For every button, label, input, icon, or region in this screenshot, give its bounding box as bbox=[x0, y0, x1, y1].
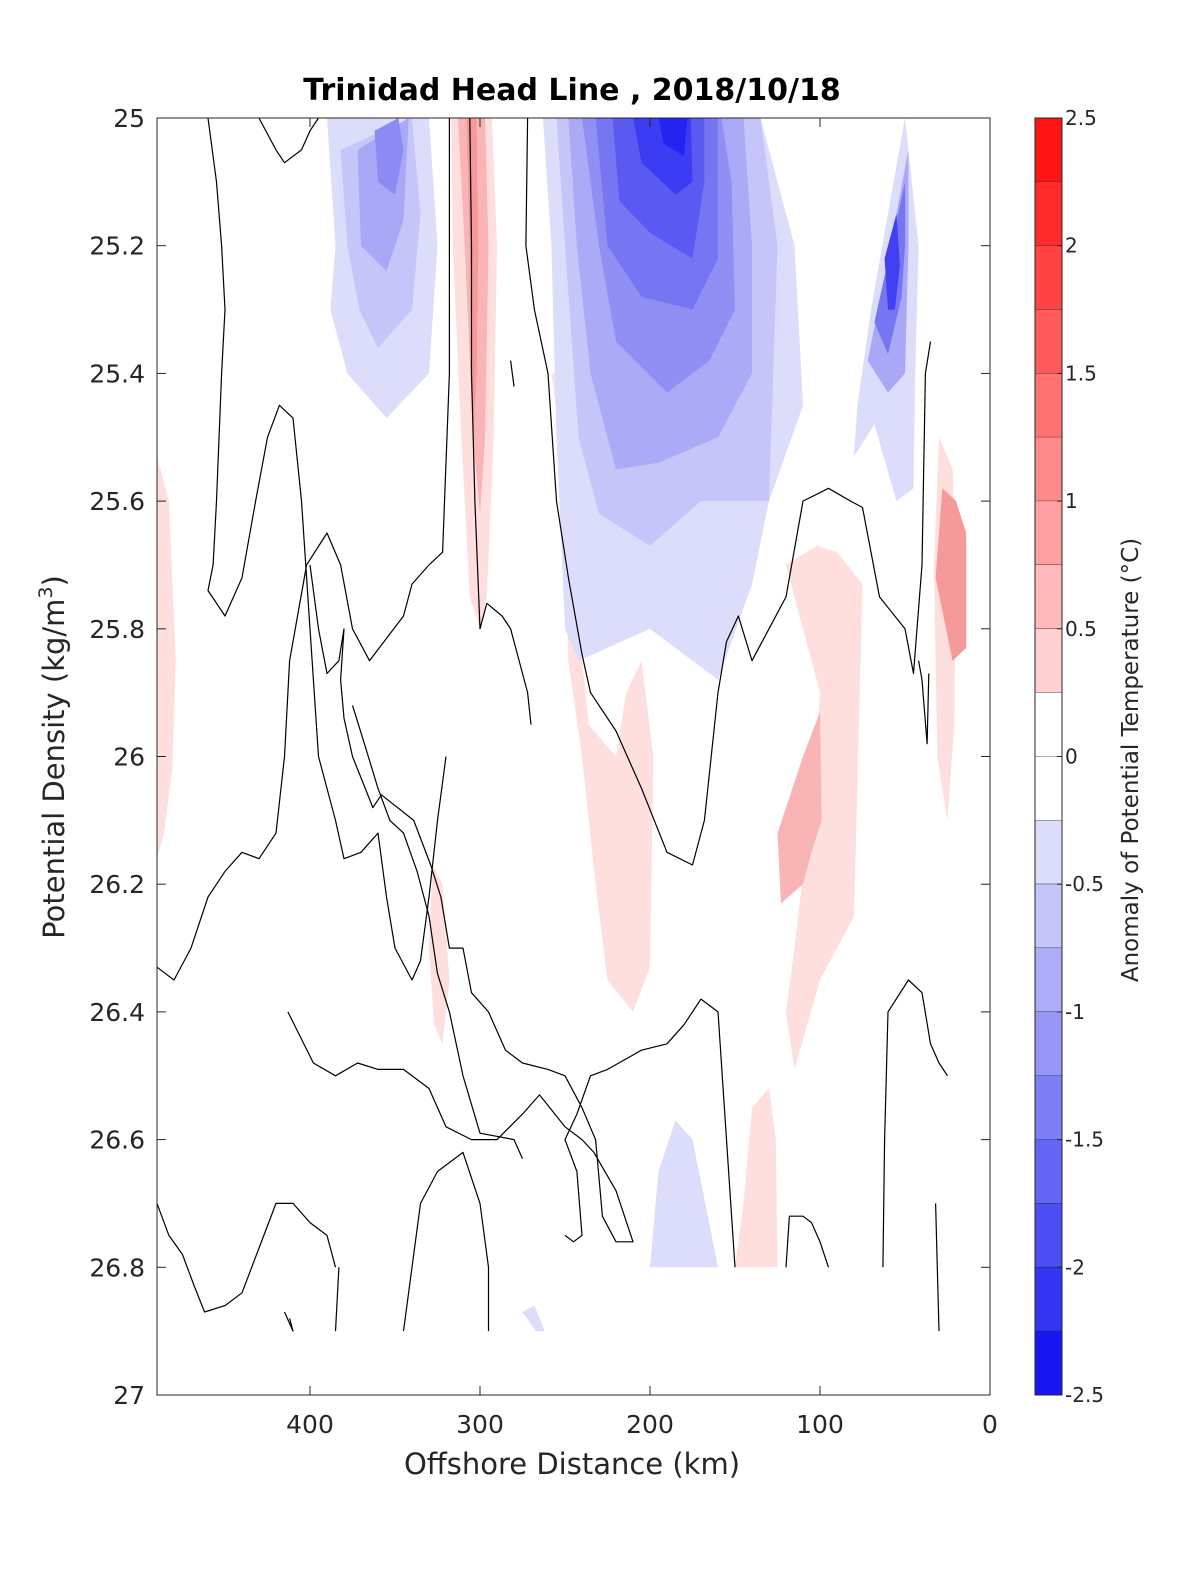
zero-contour-line-2 bbox=[156, 118, 450, 981]
colorbar-block bbox=[1035, 1203, 1062, 1268]
y-tick-label: 25.2 bbox=[89, 232, 145, 261]
x-tick-label: 0 bbox=[982, 1410, 998, 1439]
colorbar-label: Anomaly of Potential Temperature (°C) bbox=[1118, 538, 1144, 982]
colorbar-tick-label: -1 bbox=[1065, 1000, 1085, 1024]
zero-contour-line-13 bbox=[785, 1215, 830, 1268]
y-tick-label: 25.4 bbox=[89, 359, 145, 388]
colorbar-block bbox=[1035, 1011, 1062, 1076]
colorbar-block bbox=[1035, 692, 1062, 757]
y-axis-ticks: 25 25.2 25.4 25.6 25.8 26 26.2 26.4 26.6 26.8 27 bbox=[89, 104, 990, 1410]
colorbar-tick-label: 1 bbox=[1065, 489, 1078, 513]
anomaly-region-10 bbox=[935, 488, 967, 661]
colorbar-block bbox=[1035, 437, 1062, 502]
colorbar-blocks bbox=[1035, 118, 1062, 1396]
anomaly-region-4 bbox=[551, 373, 654, 1012]
x-tick-label: 400 bbox=[286, 1410, 334, 1439]
colorbar-block bbox=[1035, 820, 1062, 885]
y-tick-label: 25 bbox=[113, 104, 145, 133]
zero-contour-line-5 bbox=[525, 117, 932, 866]
x-axis-ticks: 400 300 200 100 0 bbox=[286, 118, 998, 1439]
colorbar-block bbox=[1035, 373, 1062, 438]
anomaly-region-14 bbox=[374, 118, 404, 195]
zero-contour-line-9 bbox=[283, 1311, 294, 1332]
colorbar-block bbox=[1035, 1075, 1062, 1140]
colorbar-block bbox=[1035, 948, 1062, 1012]
x-tick-label: 100 bbox=[796, 1410, 844, 1439]
zero-contour-lines bbox=[156, 117, 948, 1332]
colorbar-block bbox=[1035, 118, 1062, 182]
anomaly-region-8 bbox=[735, 1088, 778, 1268]
colorbar-tick-label: 2 bbox=[1065, 234, 1078, 258]
plot-area: 400 300 200 100 0 25 25.2 25.4 25.6 25.8 26 26.2 26… bbox=[89, 104, 998, 1439]
zero-contour-line-16 bbox=[918, 660, 930, 745]
anomaly-region-3 bbox=[466, 118, 479, 438]
y-axis-label-sup: 3 bbox=[35, 586, 57, 598]
colorbar-tick-label: -0.5 bbox=[1065, 872, 1104, 896]
colorbar-tick-label: -2.5 bbox=[1065, 1383, 1104, 1407]
y-tick-label: 26.8 bbox=[89, 1253, 145, 1282]
colorbar: 2.5 2 1.5 1 0.5 0 -0.5 -1 -1.5 -2 -2.5 Anomaly of … bbox=[1034, 106, 1144, 1407]
colorbar-tick-label: 0.5 bbox=[1065, 617, 1097, 641]
colorbar-block bbox=[1035, 1331, 1062, 1395]
y-tick-label: 26.6 bbox=[89, 1126, 145, 1155]
x-tick-label: 200 bbox=[626, 1410, 674, 1439]
y-tick-label: 27 bbox=[113, 1381, 145, 1410]
zero-contour-line-6 bbox=[287, 564, 634, 1243]
colorbar-tick-label: 2.5 bbox=[1065, 106, 1097, 130]
colorbar-tick-label: 0 bbox=[1065, 745, 1078, 769]
filled-contours bbox=[157, 118, 967, 1332]
colorbar-block bbox=[1035, 181, 1062, 246]
y-tick-label: 26.4 bbox=[89, 998, 145, 1027]
y-axis-label: Potential Density (kg/m3) bbox=[35, 575, 71, 939]
colorbar-tick-label: -1.5 bbox=[1065, 1128, 1104, 1152]
x-axis-label: Offshore Distance (km) bbox=[404, 1447, 740, 1481]
zero-contour-line-1 bbox=[258, 117, 319, 164]
colorbar-block bbox=[1035, 884, 1062, 949]
anomaly-region-26 bbox=[884, 213, 900, 310]
colorbar-block bbox=[1035, 628, 1062, 693]
colorbar-tick-label: 1.5 bbox=[1065, 361, 1097, 385]
y-tick-label: 26 bbox=[113, 743, 145, 772]
y-tick-label: 25.6 bbox=[89, 487, 145, 516]
anomaly-region-27 bbox=[650, 1120, 718, 1268]
zero-contour-line-15 bbox=[935, 1203, 940, 1332]
colorbar-block bbox=[1035, 1139, 1062, 1204]
colorbar-block bbox=[1035, 756, 1062, 821]
anomaly-region-22 bbox=[658, 118, 688, 157]
zero-contour-line-0 bbox=[207, 117, 447, 981]
colorbar-block bbox=[1035, 245, 1062, 310]
zero-contour-line-7 bbox=[351, 705, 524, 1160]
colorbar-block bbox=[1035, 501, 1062, 565]
zero-contour-line-8 bbox=[156, 1202, 337, 1313]
colorbar-block bbox=[1035, 309, 1062, 374]
zero-contour-line-3 bbox=[469, 117, 532, 725]
colorbar-block bbox=[1035, 564, 1062, 629]
anomaly-region-5 bbox=[429, 865, 450, 1044]
y-tick-label: 25.8 bbox=[89, 615, 145, 644]
anomaly-region-0 bbox=[157, 456, 176, 859]
zero-contour-line-4 bbox=[510, 360, 515, 387]
colorbar-ticks: 2.5 2 1.5 1 0.5 0 -0.5 -1 -1.5 -2 -2.5 bbox=[1057, 106, 1104, 1407]
zero-contour-line-12 bbox=[564, 998, 736, 1268]
colorbar-block bbox=[1035, 1267, 1062, 1332]
zero-contour-line-11 bbox=[402, 1151, 490, 1332]
zero-contour-line-14 bbox=[882, 979, 948, 1268]
y-tick-label: 26.2 bbox=[89, 870, 145, 899]
y-axis-label-main: Potential Density (kg/m bbox=[37, 599, 71, 939]
chart-title: Trinidad Head Line , 2018/10/18 bbox=[303, 73, 840, 108]
x-tick-label: 300 bbox=[456, 1410, 504, 1439]
colorbar-tick-label: -2 bbox=[1065, 1255, 1085, 1279]
anomaly-region-6 bbox=[786, 545, 863, 1070]
anomaly-region-28 bbox=[522, 1305, 545, 1332]
y-axis-label-tail: ) bbox=[37, 575, 71, 586]
anomaly-region-7 bbox=[777, 711, 822, 904]
zero-contour-line-10 bbox=[334, 1267, 340, 1332]
